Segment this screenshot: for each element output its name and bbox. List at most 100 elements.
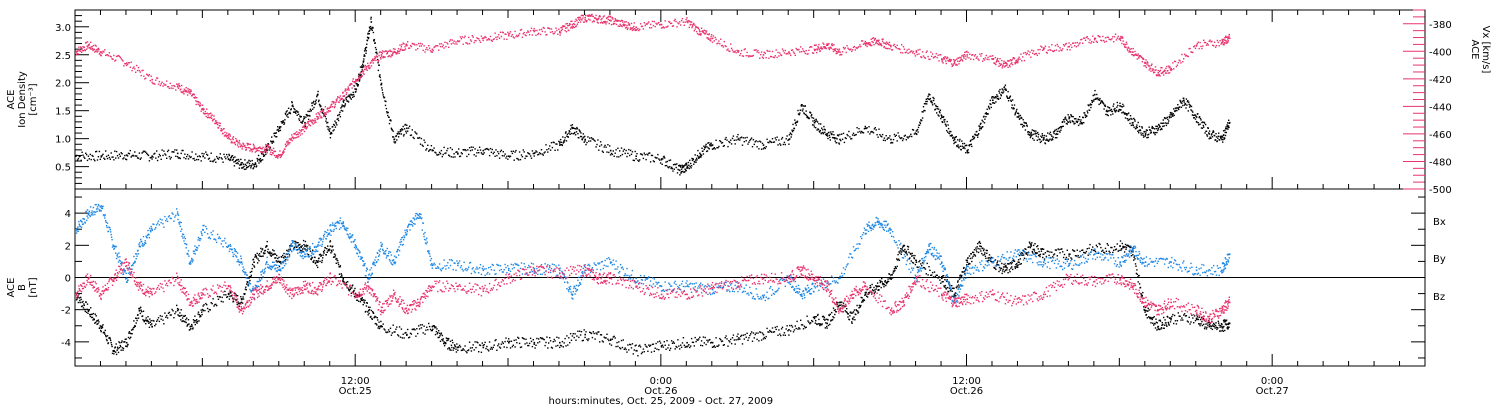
b-series-bx-point (110, 339, 112, 342)
ion-density-series-point (337, 119, 340, 122)
b-series-bx-point (230, 292, 232, 294)
vx-series-point (1163, 70, 1165, 72)
vx-series-point (581, 19, 583, 21)
ion-density-series-point (283, 123, 285, 125)
ion-density-series-point (714, 148, 716, 150)
ion-density-series-point (956, 145, 958, 148)
b-series-bx-point (249, 279, 251, 282)
ion-density-series-point (967, 151, 970, 154)
vx-series-point (589, 15, 591, 17)
b-series-bx-point (535, 344, 537, 346)
vx-series-point (1129, 48, 1131, 50)
b-series-bx-point (562, 346, 564, 348)
ion-density-series-point (232, 157, 235, 159)
b-axis-title: [nT] (28, 277, 39, 297)
vx-series-point (402, 49, 404, 51)
ion-density-series-point (629, 154, 631, 157)
ion-density-series-point (145, 151, 147, 153)
vx-series-point (881, 45, 883, 47)
ion-density-series-point (921, 111, 923, 113)
vx-series-point (696, 26, 698, 29)
ion-density-series-point (559, 141, 561, 143)
ion-density-series-point (962, 142, 964, 145)
ion-density-series-point (700, 156, 702, 158)
ion-density-series-point (115, 157, 117, 159)
vx-series-point (991, 58, 993, 60)
ion-density-series-point (1079, 123, 1081, 125)
ion-density-series-point (874, 127, 876, 129)
b-series-bx-point (177, 314, 179, 316)
ion-density-series-point (1007, 90, 1009, 93)
ion-density-series-point (562, 142, 564, 144)
b-series-bx-point (341, 274, 343, 277)
b-series-bx-point (161, 315, 163, 318)
vx-series-point (78, 48, 80, 50)
ion-density-series-point (796, 120, 799, 122)
ion-density-series-point (1219, 136, 1222, 139)
ion-density-series-point (340, 107, 342, 109)
ion-density-series-point (702, 150, 704, 152)
vx-series-point (184, 90, 186, 93)
b-series-bx-point (482, 344, 484, 347)
b-series-bx-point (120, 341, 123, 344)
vx-series-point (1165, 67, 1167, 70)
vx-series-point (374, 57, 377, 59)
vx-series-point (208, 116, 211, 119)
vx-series-point (776, 56, 778, 59)
b-series-bx-point (257, 258, 259, 260)
ion-density-series-point (1093, 100, 1095, 102)
b-series-bx-point (377, 327, 379, 329)
ion-density-series-point (964, 144, 967, 147)
ion-density-series-point (1204, 123, 1207, 126)
ion-density-series-point (729, 141, 731, 144)
ion-density-series-point (1209, 136, 1211, 138)
vx-series-point (963, 57, 965, 59)
ion-density-series-point (1057, 133, 1059, 135)
vx-series-point (1223, 43, 1225, 45)
vx-series-point (422, 49, 424, 52)
ion-density-series-point (271, 136, 273, 138)
ion-density-series-point (459, 155, 462, 157)
b-series-bx-point (228, 298, 231, 300)
ion-density-series-point (810, 112, 812, 114)
vx-series-point (528, 34, 531, 36)
vx-series-point (683, 24, 685, 26)
b-series-bx-point (192, 327, 194, 329)
ion-density-series-point (905, 139, 907, 141)
vx-series-point (1154, 69, 1156, 71)
ion-density-series-point (235, 159, 237, 162)
vx-series-point (138, 69, 141, 72)
ion-density-series-point (1029, 136, 1032, 139)
vx-series-point (87, 47, 89, 49)
vx-series-point (1005, 61, 1007, 64)
b-series-bx-point (254, 254, 257, 256)
vx-series-point (547, 27, 549, 29)
ion-density-series-point (1030, 131, 1032, 134)
ion-density-series-point (511, 152, 514, 155)
vx-series-point (864, 40, 866, 43)
b-series-bx-point (582, 339, 584, 342)
ion-density-series-point (1109, 109, 1112, 112)
b-series-bx-point (264, 252, 266, 254)
ion-density-series-point (1016, 108, 1018, 111)
vx-series-point (209, 117, 211, 119)
ion-density-series-point (725, 136, 727, 139)
ion-density-series-point (338, 113, 341, 116)
ion-density-series-point (193, 157, 195, 160)
b-series-bx-point (415, 335, 417, 337)
ion-density-series-point (778, 139, 780, 141)
b-series-bx-point (263, 253, 265, 255)
b-series-bx-point (483, 344, 485, 346)
vx-series-point (80, 51, 83, 53)
vx-series-point (909, 51, 911, 54)
ion-density-series-point (1036, 132, 1038, 135)
ion-density-series-point (978, 129, 981, 131)
b-series-bx-point (371, 317, 373, 320)
vx-series-point (606, 21, 608, 23)
vx-series-point (624, 24, 626, 26)
ion-density-series-point (706, 150, 709, 152)
ion-density-series-point (1203, 121, 1205, 124)
b-series-bx-point (304, 240, 307, 243)
vx-series-point (1225, 36, 1228, 38)
ion-density-series-point (348, 94, 350, 96)
